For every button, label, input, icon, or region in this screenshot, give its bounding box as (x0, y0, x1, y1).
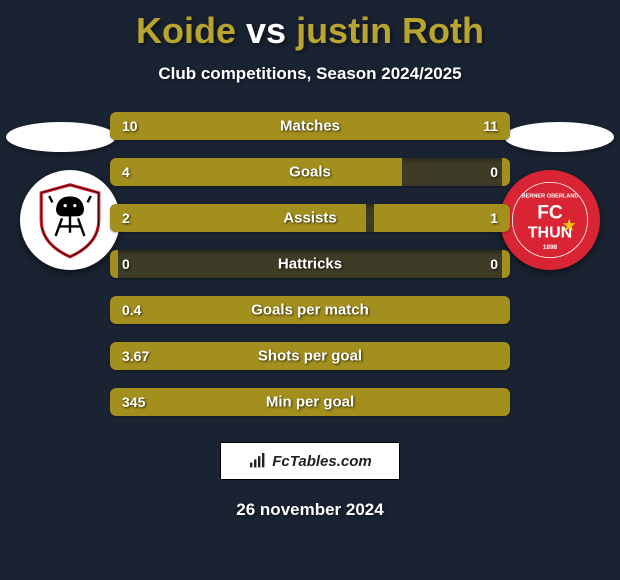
stat-row: 2 1 Assists (110, 204, 510, 232)
stat-bar-right (502, 250, 510, 278)
stats-bars-container: 10 11 Matches 4 0 Goals 2 1 Assists 0 0 Hattricks 0.… (110, 112, 510, 434)
stat-value-right: 0 (490, 256, 498, 272)
stat-label: Goals per match (251, 302, 369, 319)
stat-bar-right (502, 158, 510, 186)
stat-value-left: 10 (122, 118, 138, 134)
stat-row: 0.4 Goals per match (110, 296, 510, 324)
stat-value-left: 0.4 (122, 302, 141, 318)
stat-value-right: 1 (490, 210, 498, 226)
stat-value-right: 11 (483, 118, 498, 134)
stat-value-left: 3.67 (122, 348, 149, 364)
stat-row: 10 11 Matches (110, 112, 510, 140)
stat-bar-left (110, 112, 302, 140)
source-text: FcTables.com (272, 453, 371, 470)
chart-icon (248, 453, 268, 469)
stat-value-right: 0 (490, 164, 498, 180)
stat-bar-left (110, 250, 118, 278)
stat-label: Min per goal (266, 394, 354, 411)
stat-value-left: 2 (122, 210, 130, 226)
stat-row: 0 0 Hattricks (110, 250, 510, 278)
stat-value-left: 345 (122, 394, 145, 410)
comparison-title: Koide vs justin Roth (0, 0, 620, 52)
stat-label: Matches (280, 118, 340, 135)
stat-value-left: 4 (122, 164, 130, 180)
player2-name: justin Roth (296, 10, 484, 51)
stat-row: 3.67 Shots per goal (110, 342, 510, 370)
stat-row: 4 0 Goals (110, 158, 510, 186)
vs-label: vs (246, 10, 286, 51)
stat-bar-left (110, 158, 402, 186)
stat-label: Hattricks (278, 256, 342, 273)
source-badge: FcTables.com (220, 442, 400, 480)
stat-row: 345 Min per goal (110, 388, 510, 416)
date-label: 26 november 2024 (236, 500, 383, 520)
stat-label: Assists (283, 210, 336, 227)
subtitle: Club competitions, Season 2024/2025 (0, 64, 620, 84)
stat-value-left: 0 (122, 256, 130, 272)
stat-label: Goals (289, 164, 331, 181)
player1-name: Koide (136, 10, 236, 51)
stat-label: Shots per goal (258, 348, 362, 365)
